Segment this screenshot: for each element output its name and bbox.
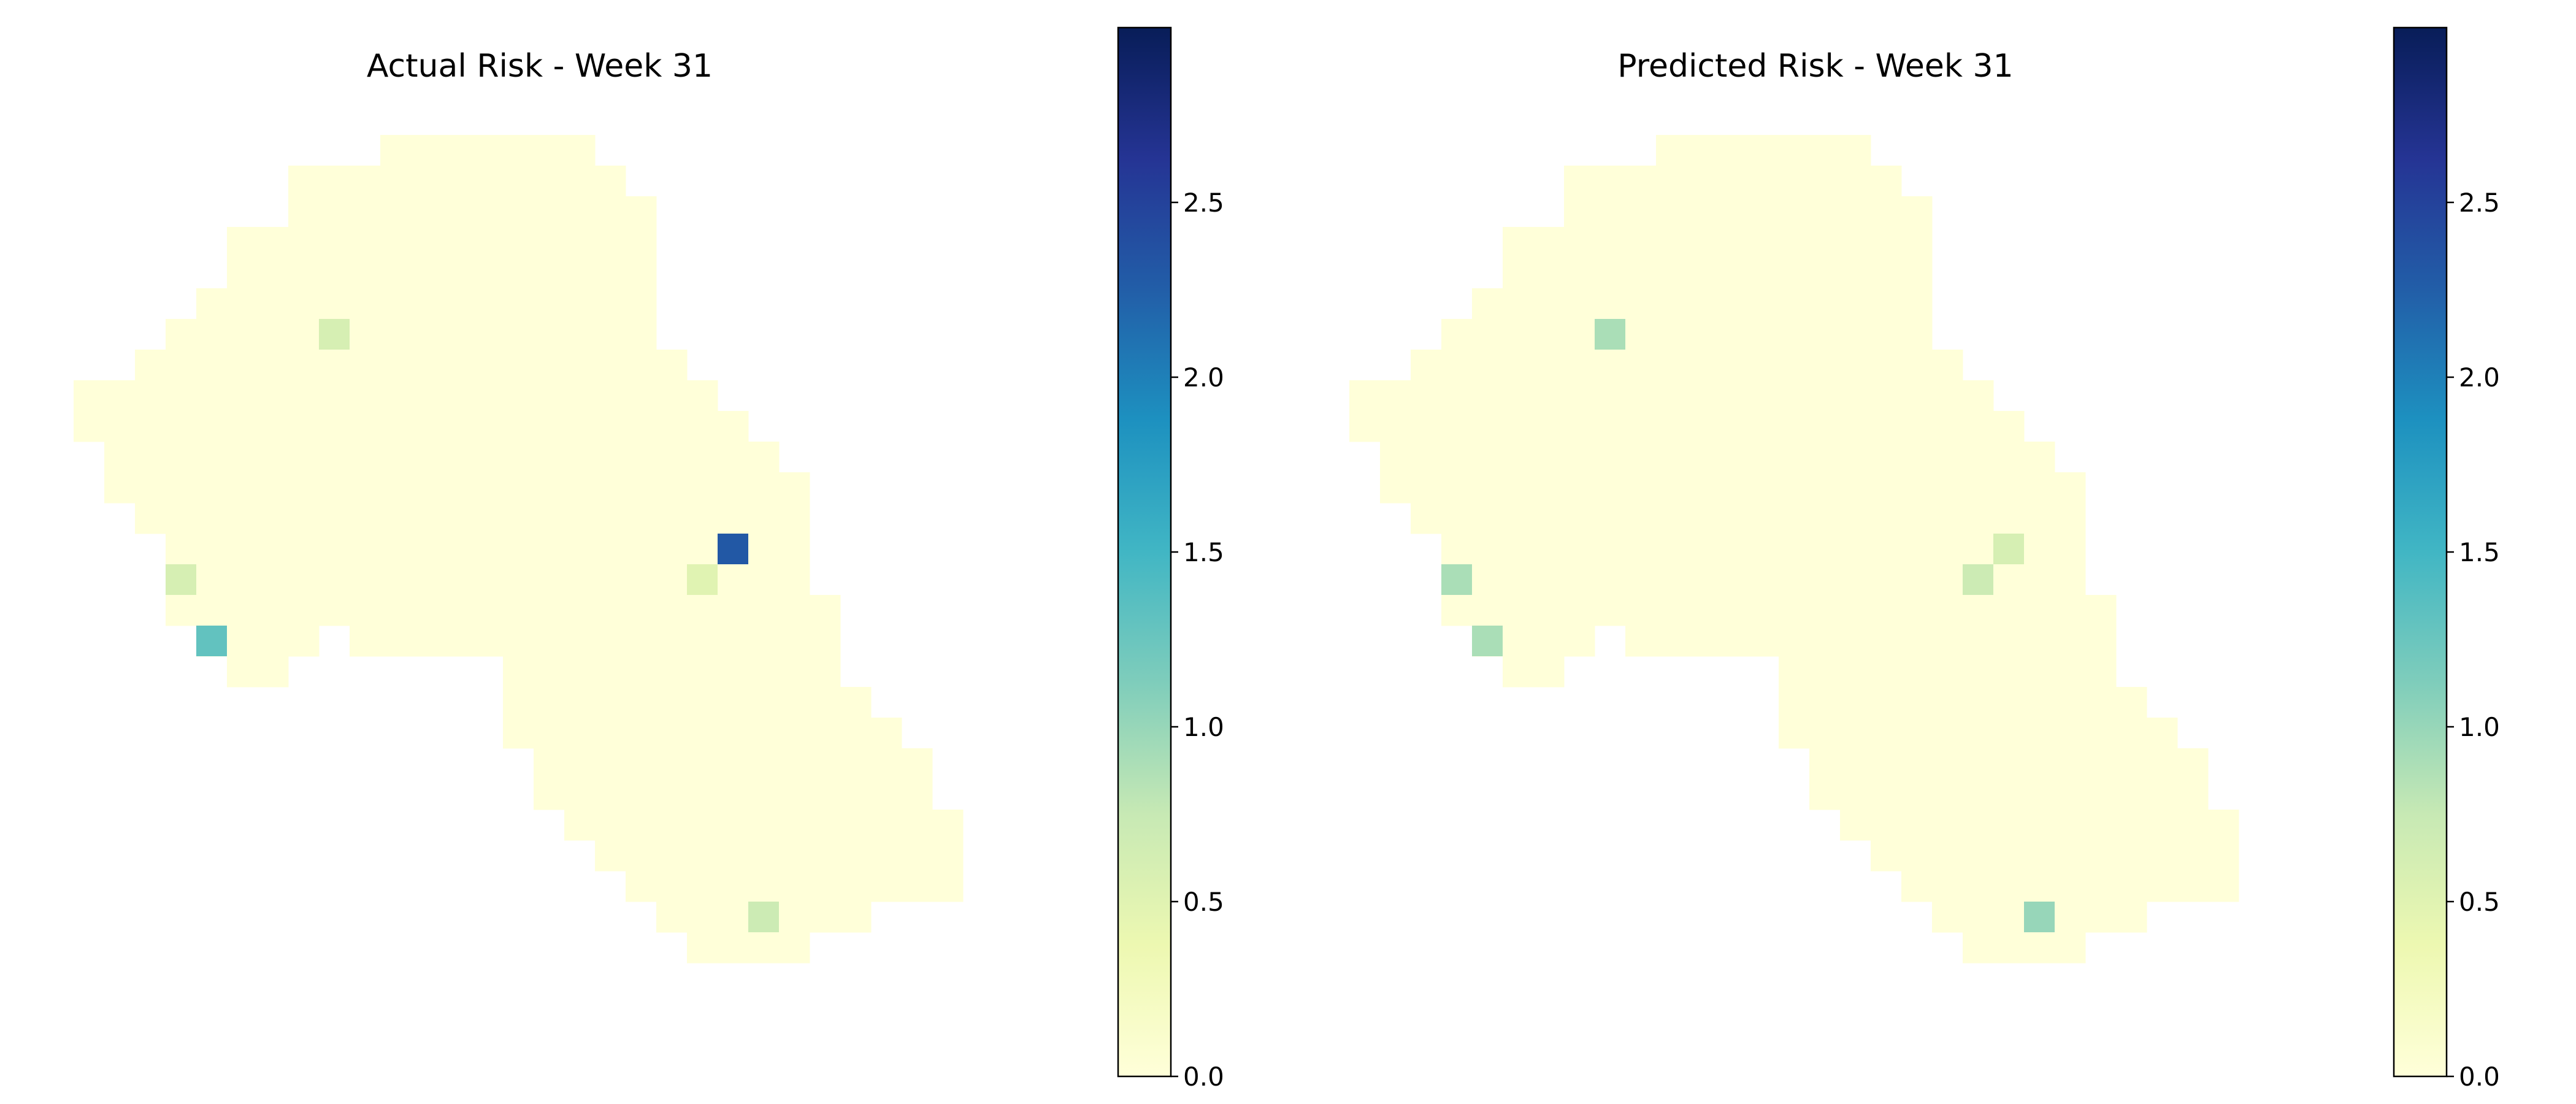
region-row — [166, 534, 810, 565]
region-row — [595, 840, 964, 872]
colorbar-tick-label: 1.5 — [2459, 537, 2500, 567]
colorbar-tick-label: 2.0 — [2459, 362, 2500, 393]
region-row — [1411, 350, 1963, 381]
region-row — [104, 472, 810, 504]
region-row — [1564, 166, 1902, 197]
colorbar: 0.0 0.5 1.0 1.5 2.0 2.5 — [2393, 26, 2500, 1092]
region-row — [503, 718, 902, 749]
region-row — [227, 258, 657, 289]
region-row — [1625, 626, 2117, 657]
risk-cell — [2024, 902, 2055, 932]
region-row — [288, 166, 626, 197]
region-row — [135, 503, 810, 534]
colorbar-tick-label: 1.0 — [1183, 712, 1224, 742]
colorbar-tick-label: 0.5 — [2459, 887, 2500, 917]
region-row — [1901, 871, 2239, 902]
colorbar-tick-label: 0.0 — [1183, 1062, 1224, 1092]
region-row — [1380, 472, 2086, 504]
risk-cell — [1595, 319, 1625, 350]
region-row — [1871, 840, 2239, 872]
region-row — [74, 380, 718, 412]
region-row — [166, 319, 657, 350]
region-row — [1779, 718, 2178, 749]
region-row — [503, 687, 872, 718]
region-row — [1840, 810, 2239, 841]
region-row — [1779, 656, 2117, 688]
risk-cell — [1963, 564, 1993, 595]
region-row — [1503, 258, 1933, 289]
region-row — [74, 411, 749, 442]
region-row — [1779, 687, 2147, 718]
region-row — [1472, 288, 1933, 320]
region-row — [166, 595, 841, 626]
region-row — [380, 135, 596, 166]
region-row — [1503, 656, 1565, 688]
colorbar: 0.0 0.5 1.0 1.5 2.0 2.5 — [1117, 26, 1224, 1092]
panel-actual: Actual Risk - Week 31 0.0 0.5 1.0 1.5 2.0 2.5 — [74, 26, 1224, 1092]
panel-title: Predicted Risk - Week 31 — [1617, 48, 2013, 85]
risk-cell — [748, 902, 779, 932]
region-row — [227, 227, 657, 258]
risk-cell — [718, 534, 748, 564]
region-row — [1809, 779, 2209, 810]
colorbar-tick-label: 2.5 — [2459, 188, 2500, 218]
region-row — [534, 748, 933, 780]
region-row — [1963, 932, 2086, 964]
region-row — [1380, 442, 2055, 473]
region-row — [350, 626, 841, 657]
colorbar-tick-label: 2.5 — [1183, 188, 1224, 218]
region-row — [196, 288, 657, 320]
colorbar-gradient — [1117, 26, 1172, 1078]
region-row — [227, 656, 289, 688]
risk-map — [74, 135, 964, 964]
region-row — [1441, 595, 2117, 626]
region-row — [1503, 227, 1933, 258]
region-row — [1411, 503, 2086, 534]
region-row — [135, 350, 688, 381]
risk-cell — [687, 564, 718, 595]
risk-cell — [1993, 534, 2024, 564]
risk-cell — [196, 626, 227, 656]
risk-cell — [319, 319, 350, 350]
region-row — [1809, 748, 2209, 780]
region-row — [1441, 534, 2086, 565]
region-row — [104, 442, 780, 473]
colorbar-tick-label: 2.0 — [1183, 362, 1224, 393]
colorbar-tick-label: 0.0 — [2459, 1062, 2500, 1092]
region-row — [1564, 196, 1933, 228]
region-row — [534, 779, 933, 810]
colorbar-tick-label: 1.0 — [2459, 712, 2500, 742]
region-row — [503, 656, 841, 688]
region-row — [626, 871, 964, 902]
region-row — [564, 810, 964, 841]
region-row — [1349, 380, 1994, 412]
risk-cell — [1472, 626, 1503, 656]
panel-predicted: Predicted Risk - Week 31 0.0 0.5 1.0 1.5 2.0… — [1349, 26, 2500, 1092]
colorbar-tick-label: 0.5 — [1183, 887, 1224, 917]
colorbar-gradient — [2393, 26, 2448, 1078]
region-row — [1656, 135, 1871, 166]
region-row — [687, 932, 810, 964]
risk-map — [1349, 135, 2239, 964]
panel-title: Actual Risk - Week 31 — [367, 48, 713, 85]
colorbar-tick-label: 1.5 — [1183, 537, 1224, 567]
region-row — [288, 196, 657, 228]
region-row — [1349, 411, 2025, 442]
risk-cell — [166, 564, 196, 595]
region-row — [1441, 319, 1933, 350]
risk-cell — [1441, 564, 1472, 595]
